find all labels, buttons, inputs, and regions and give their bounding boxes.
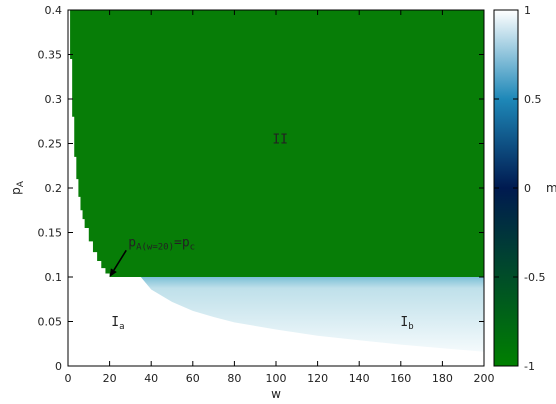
annotation: pA(w=20)=pc	[109, 235, 195, 277]
region-label-main: I	[111, 315, 119, 330]
plot-area	[68, 10, 484, 366]
y-tick-label: 0.35	[38, 49, 63, 62]
y-axis-ticks: 0 0.05 0.1 0.15 0.2 0.25 0.3 0.35 0.4	[38, 4, 484, 373]
region-label-main: I	[400, 315, 408, 330]
x-axis-ticks: 0 20 40 60 80 100 120 140 160 180 200	[65, 10, 495, 385]
y-tick-label: 0.05	[38, 316, 63, 329]
x-tick-label: 140	[349, 372, 370, 385]
region-label-sub: b	[408, 322, 413, 332]
y-axis-label-sub: A	[16, 180, 26, 187]
colorbar: -1 -0.5 0 0.5 1 m	[493, 4, 556, 373]
y-tick-label: 0.1	[45, 271, 63, 284]
annotation-arrow	[113, 249, 127, 271]
x-tick-label: 160	[390, 372, 411, 385]
colorbar-tick-label: -0.5	[524, 271, 545, 284]
x-tick-label: 20	[103, 372, 117, 385]
y-tick-label: 0.2	[45, 182, 63, 195]
colorbar-label: m	[546, 181, 556, 195]
y-tick-label: 0	[55, 360, 62, 373]
y-tick-label: 0.25	[38, 138, 63, 151]
x-tick-label: 80	[227, 372, 241, 385]
region-label: II	[272, 133, 288, 148]
colorbar-tick-label: 0.5	[524, 93, 542, 106]
annotation-sub: A(w=20)	[136, 242, 174, 252]
region-ib-fill	[140, 277, 484, 352]
region-label-sub: a	[119, 322, 124, 332]
colorbar-tick-label: 0	[524, 182, 531, 195]
colorbar-tick-label: 1	[524, 4, 531, 17]
x-tick-label: 120	[307, 372, 328, 385]
annotation-sub2: c	[190, 242, 195, 252]
x-tick-label: 60	[186, 372, 200, 385]
colorbar-ticks: -1 -0.5 0 0.5 1	[494, 4, 545, 373]
region-label: Ib	[400, 315, 413, 332]
x-tick-label: 200	[474, 372, 495, 385]
annotation-arrow-head	[109, 268, 117, 277]
x-tick-label: 180	[432, 372, 453, 385]
x-tick-label: 0	[65, 372, 72, 385]
region-label: Ia	[111, 315, 124, 332]
region-label-main: II	[272, 133, 288, 148]
y-tick-label: 0.4	[45, 4, 63, 17]
region-ii-fill	[68, 10, 484, 277]
x-tick-label: 40	[144, 372, 158, 385]
annotation-p: p	[128, 235, 136, 250]
annotation-p2: p	[182, 235, 190, 250]
annotation-text: pA(w=20)=pc	[128, 235, 195, 252]
y-tick-label: 0.15	[38, 227, 63, 240]
colorbar-tick-label: -1	[524, 360, 535, 373]
x-axis-label: w	[271, 387, 281, 401]
y-axis-label: pA	[9, 180, 26, 195]
y-tick-label: 0.3	[45, 93, 63, 106]
y-axis-label-main: p	[9, 187, 23, 195]
annotation-eq: =	[174, 235, 182, 250]
x-tick-label: 100	[266, 372, 287, 385]
